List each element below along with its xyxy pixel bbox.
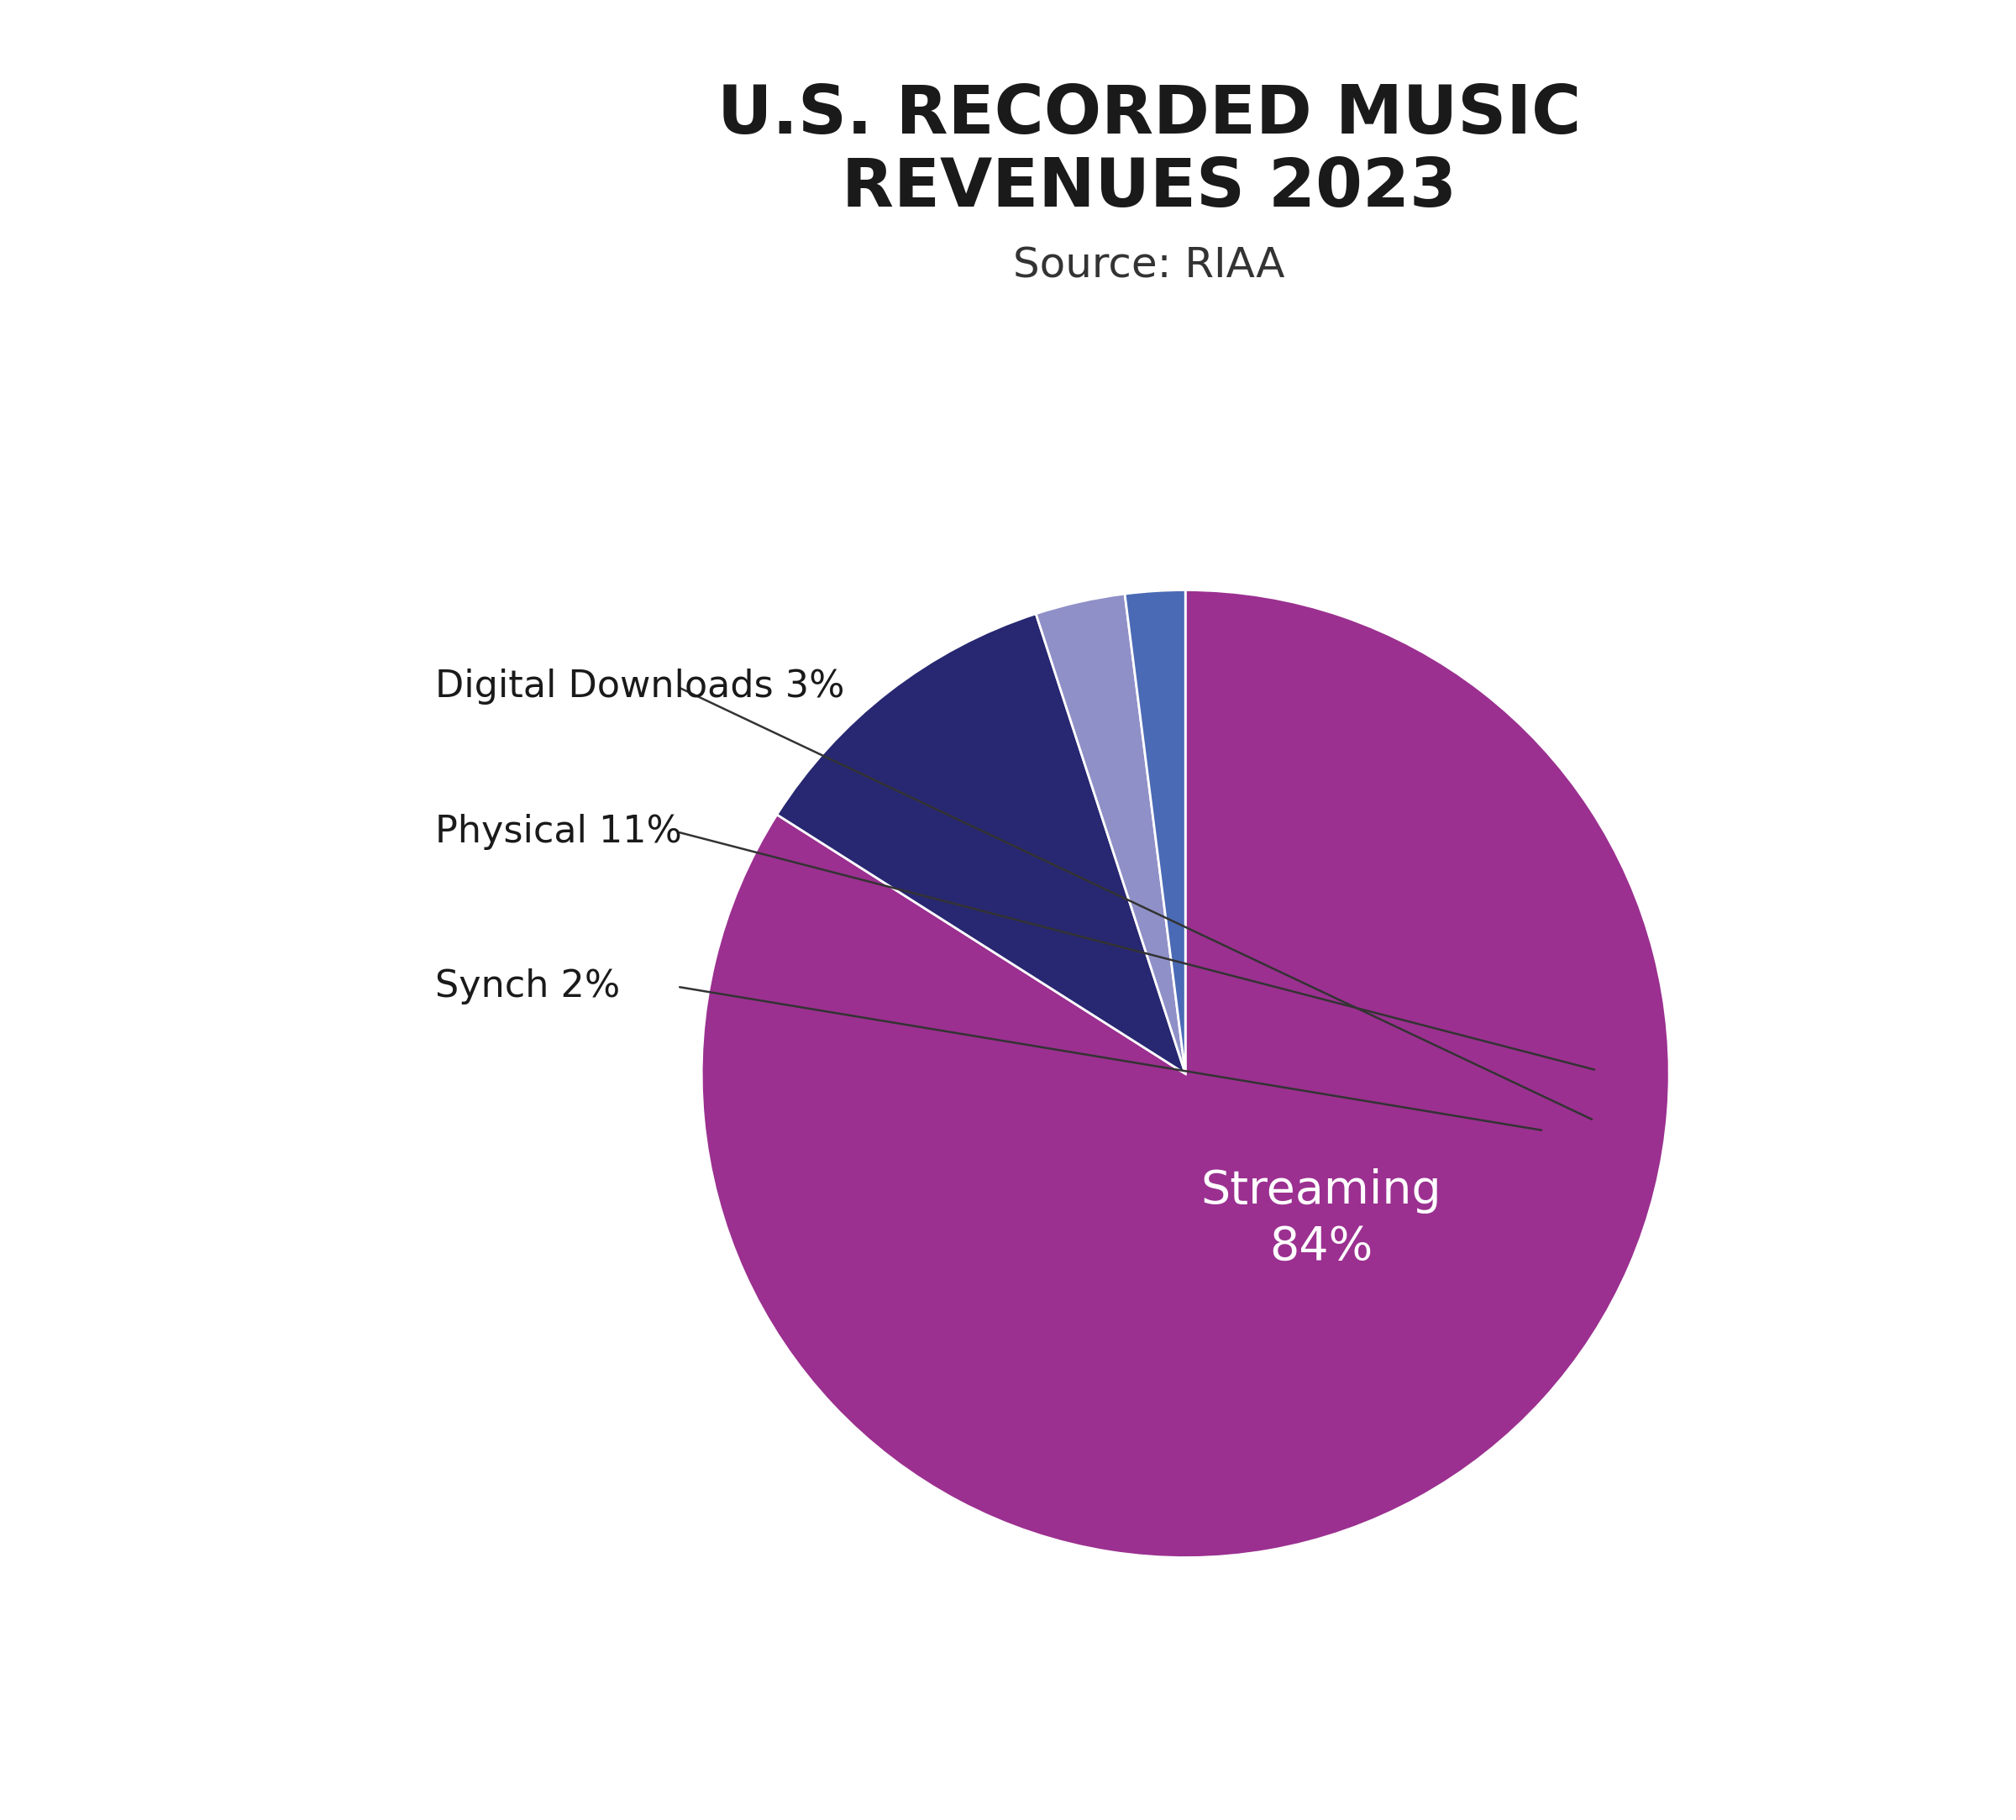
Wedge shape <box>1036 593 1185 1074</box>
Text: Digital Downloads 3%: Digital Downloads 3% <box>435 668 845 704</box>
Text: Source: RIAA: Source: RIAA <box>1014 246 1284 286</box>
Text: Synch 2%: Synch 2% <box>435 968 621 1005</box>
Wedge shape <box>702 590 1669 1558</box>
Wedge shape <box>1125 590 1185 1074</box>
Text: Streaming
84%: Streaming 84% <box>1200 1168 1441 1270</box>
Text: U.S. RECORDED MUSIC
REVENUES 2023: U.S. RECORDED MUSIC REVENUES 2023 <box>718 82 1581 220</box>
Wedge shape <box>776 613 1185 1074</box>
Text: FIGURE 2: FIGURE 2 <box>83 238 115 408</box>
Text: Physical 11%: Physical 11% <box>435 814 681 850</box>
